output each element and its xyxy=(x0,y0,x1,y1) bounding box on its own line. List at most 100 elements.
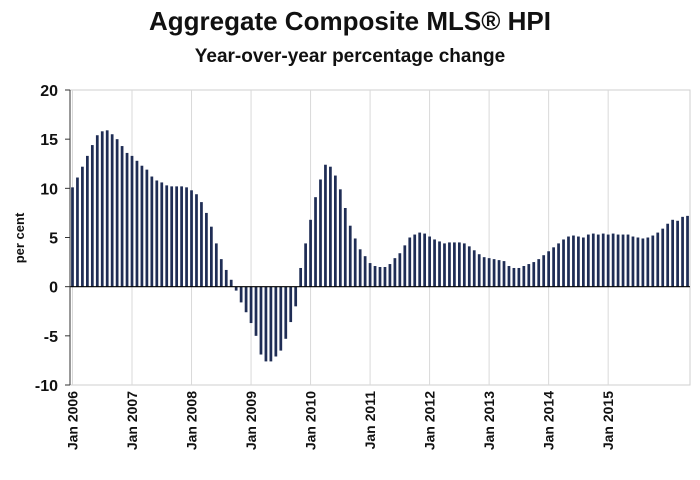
bar-layer xyxy=(71,130,689,362)
bar xyxy=(507,266,511,287)
bar xyxy=(656,232,660,287)
bar xyxy=(492,259,496,287)
bar xyxy=(329,166,332,287)
bar xyxy=(557,243,560,287)
y-tick-label: -5 xyxy=(44,329,58,346)
bar xyxy=(423,233,427,287)
bar xyxy=(105,130,109,287)
y-tick-label: 20 xyxy=(40,83,58,100)
bar xyxy=(567,236,570,287)
bar xyxy=(448,242,451,287)
bar xyxy=(76,177,79,287)
bar xyxy=(324,164,327,287)
bar xyxy=(304,243,307,287)
bar xyxy=(165,185,169,287)
bar xyxy=(443,243,446,287)
bar xyxy=(264,286,268,362)
bar xyxy=(458,242,461,287)
bar xyxy=(467,246,471,287)
bar xyxy=(155,180,159,287)
bar xyxy=(631,236,635,287)
bar xyxy=(586,234,590,287)
x-tick-label: Jan 2007 xyxy=(124,391,140,450)
bar xyxy=(319,179,322,287)
bar xyxy=(190,190,193,287)
bar xyxy=(572,235,575,287)
x-tick-label: Jan 2008 xyxy=(184,391,200,450)
bar xyxy=(517,267,521,287)
bar xyxy=(522,266,526,287)
chart-title: Aggregate Composite MLS® HPI xyxy=(149,6,551,36)
bar xyxy=(453,242,456,287)
bar xyxy=(259,286,263,355)
bar xyxy=(200,202,203,287)
bar xyxy=(616,234,620,287)
bar xyxy=(343,208,347,287)
bar xyxy=(363,256,367,287)
bar xyxy=(413,234,417,287)
bar xyxy=(269,286,273,362)
bar xyxy=(224,269,228,287)
bar xyxy=(651,235,655,287)
bar xyxy=(408,237,412,287)
bar xyxy=(244,286,248,313)
bar xyxy=(249,286,253,324)
bar xyxy=(596,234,600,287)
x-tick-label: Jan 2011 xyxy=(362,391,378,450)
bar xyxy=(428,236,431,287)
bar xyxy=(577,236,580,287)
bar xyxy=(502,261,506,287)
bar xyxy=(185,187,188,287)
bar xyxy=(294,286,298,307)
bar xyxy=(398,253,402,287)
bar xyxy=(403,245,407,287)
bar xyxy=(532,262,536,287)
y-tick-label: 10 xyxy=(40,181,58,198)
y-tick-label: 0 xyxy=(49,280,58,297)
bar xyxy=(279,286,283,351)
bar xyxy=(373,266,377,287)
bar xyxy=(393,258,397,287)
y-tick-label: 15 xyxy=(40,132,58,149)
bar xyxy=(289,286,293,323)
bar xyxy=(497,260,501,287)
bar xyxy=(353,238,357,287)
bar xyxy=(170,186,174,287)
bar xyxy=(552,247,555,287)
bar xyxy=(666,223,670,287)
bar xyxy=(81,166,84,287)
bar xyxy=(438,241,441,287)
bar xyxy=(100,131,104,287)
x-tick-label: Jan 2012 xyxy=(422,391,438,450)
bar xyxy=(512,267,516,287)
axis-layer xyxy=(65,89,690,386)
bar xyxy=(284,286,288,339)
bar xyxy=(621,234,625,287)
bar xyxy=(537,259,541,287)
x-tick-label: Jan 2006 xyxy=(65,391,81,450)
bar xyxy=(130,155,134,287)
bar xyxy=(527,264,531,287)
bar xyxy=(626,234,630,287)
x-tick-label: Jan 2014 xyxy=(541,391,557,450)
bar xyxy=(676,220,679,287)
bar xyxy=(86,155,89,287)
bar xyxy=(636,237,640,287)
bar xyxy=(140,165,144,287)
bar xyxy=(388,264,392,287)
bar xyxy=(219,259,223,287)
bar xyxy=(611,233,615,287)
bar xyxy=(686,215,689,287)
bar xyxy=(234,286,238,291)
bar xyxy=(115,139,119,287)
bar xyxy=(606,234,610,287)
bar xyxy=(641,238,645,287)
y-tick-labels: 20 15 10 5 0 -5 -10 xyxy=(35,83,58,395)
bar xyxy=(90,145,94,287)
x-tick-label: Jan 2009 xyxy=(243,391,259,450)
bar xyxy=(487,258,491,287)
bar xyxy=(205,212,208,287)
bar xyxy=(472,250,476,287)
bar xyxy=(482,257,486,287)
